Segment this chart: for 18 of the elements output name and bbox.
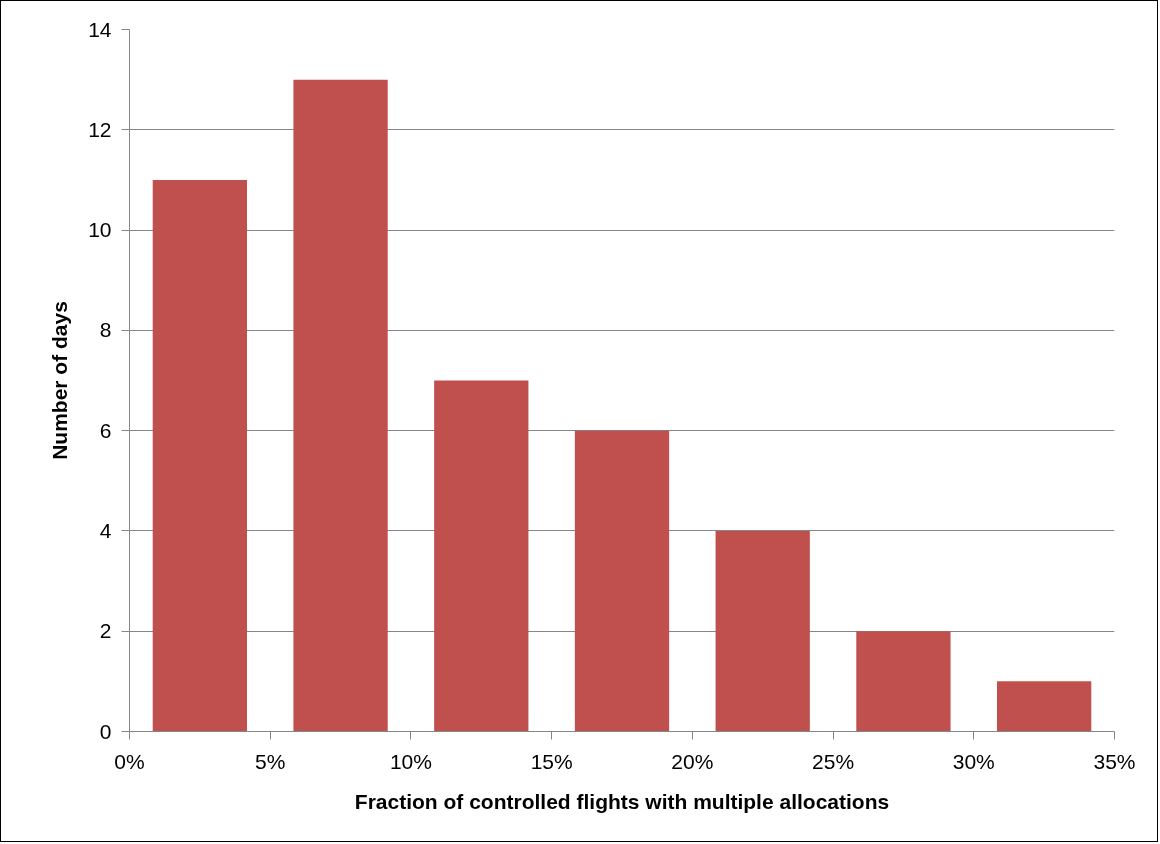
x-tick-label: 10% — [389, 749, 432, 773]
x-tick-label: 25% — [812, 749, 855, 773]
x-tick-label: 15% — [530, 749, 573, 773]
x-tick-label: 20% — [671, 749, 714, 773]
y-tick-label: 14 — [88, 17, 112, 41]
y-tick-label: 12 — [88, 117, 112, 141]
x-tick-label: 0% — [114, 749, 145, 773]
x-axis-title: Fraction of controlled flights with multiple allocations — [354, 789, 890, 813]
y-axis-title: Number of days — [48, 301, 72, 460]
y-tick-label: 6 — [99, 418, 112, 442]
x-tick-label: 35% — [1093, 749, 1136, 773]
y-tick-label: 10 — [88, 218, 112, 242]
y-tick-label: 2 — [99, 619, 112, 643]
x-tick-label: 5% — [255, 749, 286, 773]
y-tick-label: 0 — [99, 719, 112, 743]
y-tick-label: 8 — [99, 318, 112, 342]
y-tick-label: 4 — [99, 518, 112, 542]
x-tick-label: 30% — [952, 749, 995, 773]
